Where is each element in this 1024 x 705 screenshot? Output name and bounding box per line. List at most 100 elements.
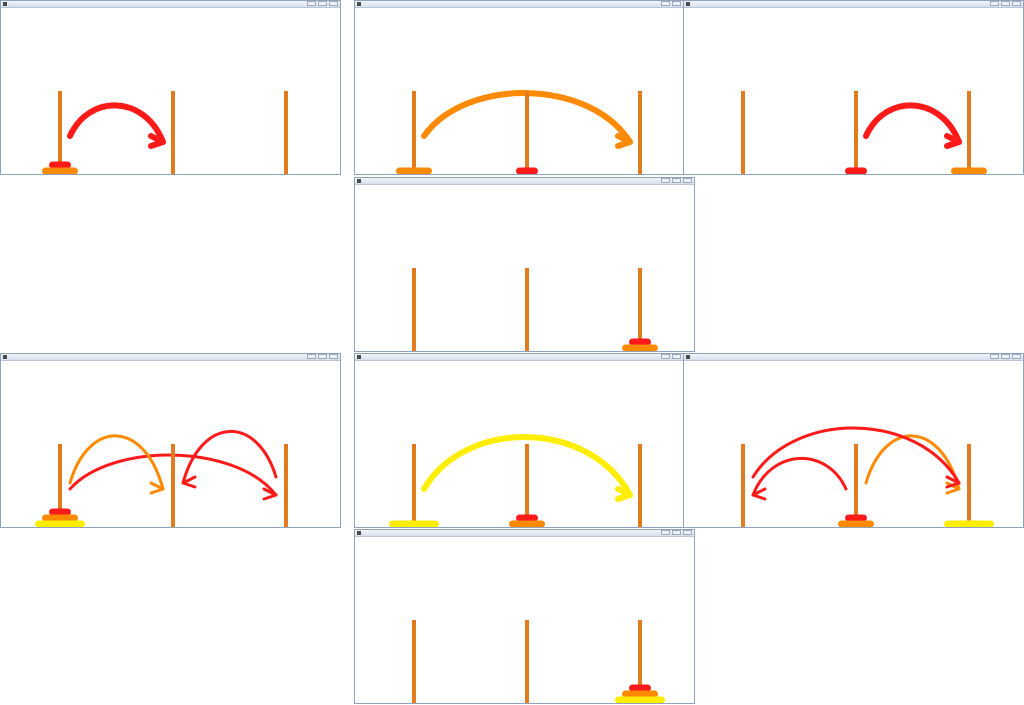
disk-medium [951, 167, 987, 174]
app-icon [357, 355, 361, 359]
maximize-button[interactable] [672, 1, 681, 6]
minimize-button[interactable] [661, 1, 670, 6]
minimize-button[interactable] [661, 354, 670, 359]
hanoi-board [35, 429, 288, 527]
move-arrow-small [181, 429, 278, 485]
disk-medium [42, 514, 78, 522]
maximize-button[interactable] [672, 530, 681, 535]
arrow-head-icon [148, 133, 166, 149]
minimize-button[interactable] [661, 178, 670, 183]
window-titlebar[interactable] [684, 1, 1023, 8]
arrow-head-icon [262, 487, 278, 501]
window-titlebar[interactable] [684, 354, 1023, 361]
hanoi-window-step-1 [0, 0, 341, 175]
maximize-button[interactable] [1001, 1, 1010, 6]
minimize-button[interactable] [990, 354, 999, 359]
hanoi-board [741, 426, 994, 527]
disk-small [845, 514, 867, 522]
hanoi-board [741, 91, 987, 174]
peg-3 [967, 91, 971, 174]
disk-small [49, 161, 71, 169]
move-arrow-small [863, 102, 962, 145]
peg-1 [412, 620, 416, 703]
move-arrow-medium [68, 434, 165, 491]
close-button[interactable] [329, 1, 338, 6]
app-icon [357, 179, 361, 183]
hanoi-window-step-2 [354, 0, 695, 175]
disk-large [944, 520, 994, 527]
peg-2 [525, 444, 529, 527]
arrow-head-icon [944, 133, 962, 149]
peg-3 [638, 444, 642, 527]
peg-2 [525, 620, 529, 703]
window-titlebar[interactable] [1, 1, 340, 8]
peg-1 [412, 444, 416, 527]
peg-1 [58, 91, 62, 174]
hanoi-window-step-6 [354, 353, 695, 528]
hanoi-window-step-3 [683, 0, 1024, 175]
hanoi-window-step-8 [354, 529, 695, 704]
hanoi-board [412, 620, 665, 703]
disk-medium [622, 344, 658, 351]
maximize-button[interactable] [318, 1, 327, 6]
peg-3 [638, 268, 642, 351]
disk-medium [396, 167, 432, 174]
peg-3 [638, 91, 642, 174]
close-button[interactable] [683, 178, 692, 183]
close-button[interactable] [1012, 354, 1021, 359]
close-button[interactable] [1012, 1, 1021, 6]
peg-2 [171, 91, 175, 174]
maximize-button[interactable] [672, 354, 681, 359]
disk-small [629, 338, 651, 346]
arrow-head-icon [615, 133, 633, 149]
disk-medium [509, 520, 545, 527]
minimize-button[interactable] [990, 1, 999, 6]
hanoi-board [389, 434, 642, 527]
arrow-head-icon [945, 475, 961, 489]
close-button[interactable] [329, 354, 338, 359]
window-titlebar[interactable] [355, 530, 694, 537]
peg-2 [525, 91, 529, 174]
maximize-button[interactable] [318, 354, 327, 359]
peg-1 [412, 268, 416, 351]
disk-small [516, 514, 538, 522]
app-icon [686, 355, 690, 359]
peg-3 [284, 444, 288, 527]
disk-large [615, 696, 665, 703]
minimize-button[interactable] [307, 354, 316, 359]
peg-1 [412, 91, 416, 174]
arrow-head-icon [615, 486, 633, 502]
peg-1 [741, 91, 745, 174]
move-arrow-medium [864, 434, 961, 491]
arrow-head-icon [751, 487, 767, 501]
peg-3 [284, 91, 288, 174]
window-titlebar[interactable] [355, 178, 694, 185]
arrow-head-icon [181, 475, 197, 489]
peg-2 [854, 444, 858, 527]
minimize-button[interactable] [661, 530, 670, 535]
hanoi-window-step-7 [683, 353, 1024, 528]
hanoi-board [412, 268, 658, 351]
maximize-button[interactable] [1001, 354, 1010, 359]
peg-1 [58, 444, 62, 527]
disk-small [516, 167, 538, 174]
disk-small [845, 167, 867, 174]
close-button[interactable] [683, 530, 692, 535]
app-icon [3, 355, 7, 359]
app-icon [357, 531, 361, 535]
peg-2 [525, 268, 529, 351]
hanoi-board [42, 91, 288, 174]
move-arrow-large [421, 434, 633, 498]
minimize-button[interactable] [307, 1, 316, 6]
hanoi-board [396, 90, 642, 174]
maximize-button[interactable] [672, 178, 681, 183]
window-titlebar[interactable] [1, 354, 340, 361]
hanoi-window-step-5 [0, 353, 341, 528]
arrow-head-icon [149, 481, 165, 495]
app-icon [357, 2, 361, 6]
disk-small [629, 684, 651, 692]
peg-2 [171, 444, 175, 527]
peg-2 [854, 91, 858, 174]
peg-3 [967, 444, 971, 527]
disk-medium [622, 690, 658, 698]
